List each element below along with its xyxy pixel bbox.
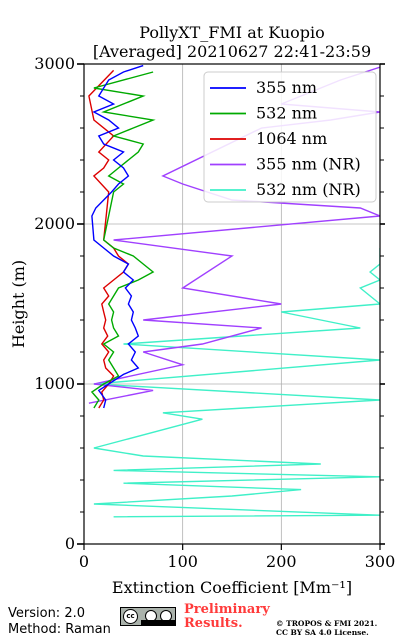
- cc-icon: cc: [123, 609, 138, 624]
- legend-label: 532 nm (NR): [256, 180, 361, 199]
- series-line-2: [88, 69, 130, 409]
- series-line-4: [93, 248, 380, 518]
- series-line-0: [91, 64, 144, 409]
- x-axis-label: Extinction Coefficient [Mm⁻¹]: [112, 578, 352, 597]
- method-text: Method: Raman: [8, 622, 111, 637]
- version-text: Version: 2.0: [8, 606, 85, 621]
- plot-frame: [83, 63, 381, 545]
- x-tick-label: 0: [79, 552, 89, 571]
- legend-label: 532 nm: [256, 104, 317, 123]
- y-axis-label: Height (m): [9, 260, 28, 348]
- preliminary-line-1: Preliminary: [184, 602, 270, 617]
- x-tick-label: 100: [167, 552, 198, 571]
- chart-title: PollyXT_FMI at Kuopio: [139, 23, 325, 42]
- legend-label: 355 nm: [256, 78, 317, 97]
- preliminary-notice: Preliminary Results.: [184, 603, 270, 631]
- y-tick-label: 0: [65, 534, 75, 553]
- copyright-notice: © TROPOS & FMI 2021. CC BY SA 4.0 Licens…: [276, 619, 377, 637]
- chart: PollyXT_FMI at Kuopio [Averaged] 2021062…: [9, 23, 395, 597]
- legend: 355 nm 532 nm 1064 nm 355 nm (NR) 532 nm (NR…: [203, 71, 377, 203]
- copyright-line-1: © TROPOS & FMI 2021.: [276, 619, 378, 628]
- preliminary-line-2: Results.: [184, 616, 243, 631]
- y-tick-label: 3000: [34, 54, 75, 73]
- legend-label: 1064 nm: [256, 129, 327, 148]
- series-line-1: [90, 71, 156, 409]
- legend-label: 355 nm (NR): [256, 155, 361, 174]
- x-tick-label: 200: [266, 552, 297, 571]
- y-tick-label: 1000: [34, 374, 75, 393]
- copyright-line-2: CC BY SA 4.0 License.: [276, 628, 369, 637]
- chart-subtitle: [Averaged] 20210627 22:41-23:59: [93, 42, 371, 61]
- y-tick-label: 2000: [34, 214, 75, 233]
- x-tick-label: 300: [365, 552, 396, 571]
- cc-license-badge: cc: [120, 607, 176, 626]
- legend-box: [203, 71, 377, 203]
